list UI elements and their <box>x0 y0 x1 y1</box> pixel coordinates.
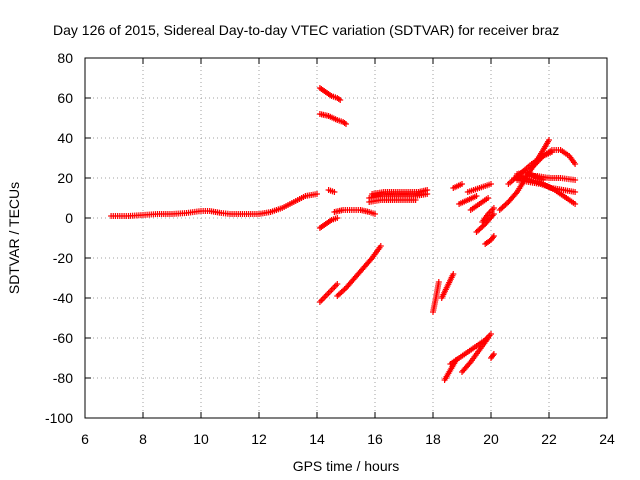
y-tick-label: -40 <box>53 290 73 306</box>
series-arc-19-neg2 <box>459 335 492 375</box>
x-tick-label: 20 <box>483 431 499 447</box>
y-tick-label: -80 <box>53 370 73 386</box>
y-tick-label: 0 <box>65 210 73 226</box>
series-arc-14-small <box>325 187 338 195</box>
x-tick-label: 18 <box>425 431 441 447</box>
axis-ticks: 6 8 10 12 14 16 18 20 22 24 -100 -80 -60 -40 -20 0 20 40 6… <box>45 50 615 447</box>
series-arc-21-top <box>514 169 547 183</box>
y-axis-title: SDTVAR / TECUs <box>6 182 22 294</box>
x-axis-title: GPS time / hours <box>293 458 400 474</box>
x-tick-label: 6 <box>81 431 89 447</box>
series-arc-18-pos <box>450 181 465 191</box>
x-tick-label: 16 <box>367 431 383 447</box>
series-arc-21-low <box>517 173 579 207</box>
data-points <box>108 85 579 383</box>
x-tick-label: 14 <box>309 431 325 447</box>
x-tick-label: 12 <box>251 431 267 447</box>
y-tick-label: -60 <box>53 330 73 346</box>
x-tick-label: 24 <box>599 431 615 447</box>
series-arc-18-neg-b <box>438 271 457 301</box>
y-tick-label: 20 <box>57 170 73 186</box>
series-arc-14-dip <box>316 215 341 231</box>
series-arc-16-lower <box>366 197 419 205</box>
series-arc-19-pos <box>456 193 480 207</box>
y-tick-label: 60 <box>57 90 73 106</box>
series-arc-14-lower <box>316 111 349 127</box>
y-tick-label: 40 <box>57 130 73 146</box>
x-tick-label: 8 <box>139 431 147 447</box>
series-arc-20-neg-pt <box>488 351 497 361</box>
series-arc-15-neg-rise <box>334 243 384 299</box>
series-arc-19-pos3 <box>464 181 494 195</box>
series-arc-20-down <box>473 211 497 235</box>
series-arc-14-upper <box>316 85 344 103</box>
series-arc-16-upper <box>369 187 431 197</box>
plot-frame <box>84 57 608 419</box>
series-arc-18-neg-a <box>430 279 442 315</box>
y-tick-label: -100 <box>45 410 73 426</box>
series-arc-20-down3 <box>482 233 497 247</box>
series-arc-21-hump <box>528 147 579 171</box>
grid <box>85 58 607 418</box>
y-tick-label: 80 <box>57 50 73 66</box>
series-arc-20-down2 <box>479 205 497 225</box>
series-arc-14-neg-steep <box>316 281 341 305</box>
x-tick-label: 10 <box>193 431 209 447</box>
series-baseline <box>108 191 320 219</box>
series-arc-15-flat <box>331 207 378 217</box>
chart-title: Day 126 of 2015, Sidereal Day-to-day VTE… <box>53 22 559 38</box>
x-tick-label: 22 <box>541 431 557 447</box>
series-arc-19-pos2 <box>467 195 492 213</box>
y-tick-label: -20 <box>53 250 73 266</box>
series-arc-19-neg <box>447 331 494 367</box>
